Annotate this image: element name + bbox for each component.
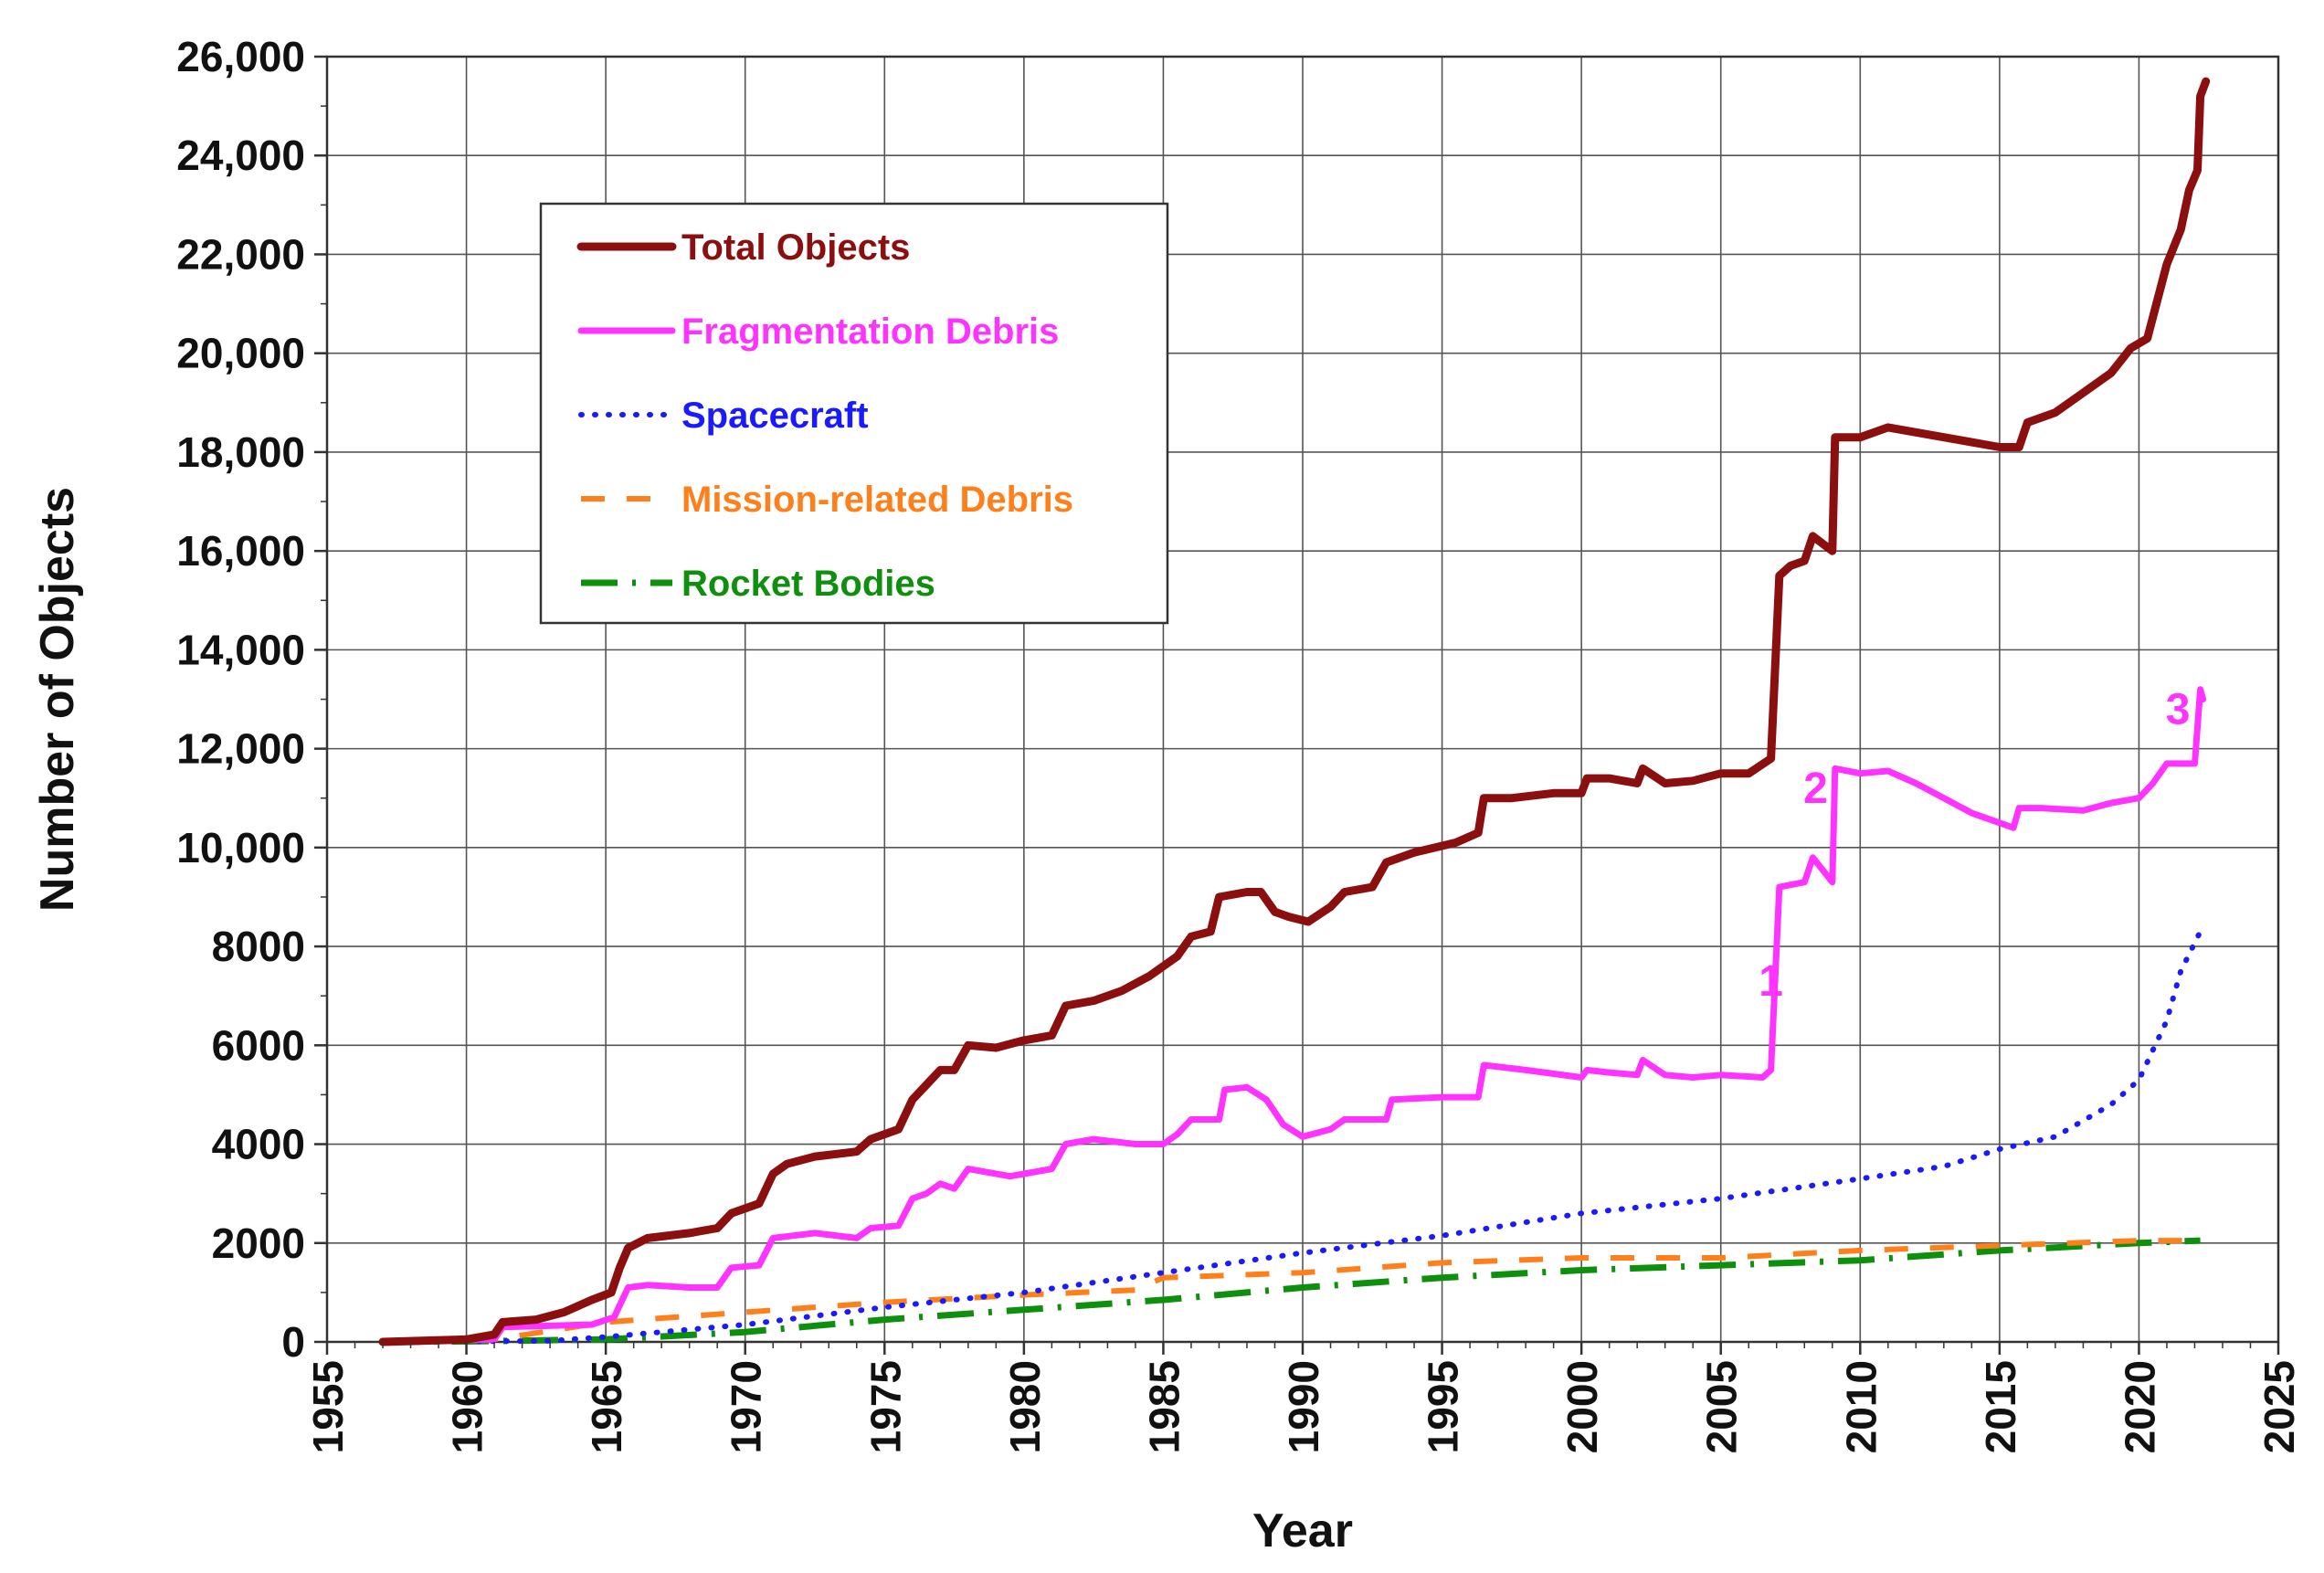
legend-box [539,202,1169,625]
x-tick-label: 1975 [861,1360,909,1453]
annotation-label: 2 [1803,765,1828,813]
x-tick-label: 2005 [1698,1360,1746,1453]
legend-label: Fragmentation Debris [681,311,1059,352]
annotation-label: 3 [2166,686,2191,734]
y-tick-label: 14,000 [176,626,305,673]
x-tick-label: 2010 [1837,1360,1885,1453]
x-tick-label: 2000 [1558,1360,1606,1453]
series-line-mission-related-debris [382,1238,2201,1345]
legend: Total Objects Fragmentation Debris Spacecr… [539,202,1169,625]
y-tick-label: 10,000 [176,824,305,871]
x-tick-label: 1955 [304,1360,352,1453]
annotation-label: 1 [1759,957,1783,1006]
x-tick-label: 1965 [583,1360,630,1453]
series-line-spacecraft [380,928,2203,1345]
y-tick-label: 26,000 [176,33,305,80]
y-axis-title: Number of Objects [31,487,84,912]
legend-label: Mission-related Debris [681,480,1073,520]
x-axis-title: Year [1252,1504,1353,1557]
annotations: 1 2 3 [1759,686,2190,1007]
y-tick-label: 6000 [212,1021,305,1069]
data-series [378,77,2211,1346]
y-tick-label: 4000 [212,1121,305,1168]
legend-label: Spacecraft [681,396,869,436]
legend-label: Total Objects [681,227,910,268]
series-line-rocket-bodies [382,1237,2201,1346]
x-tick-label: 1970 [723,1360,770,1453]
y-tick-label: 18,000 [176,428,305,476]
series-line-fragmentation-debris [379,686,2207,1346]
x-tick-label: 2020 [2116,1360,2163,1453]
series-line-total-objects [378,77,2211,1346]
y-tick-label: 8000 [212,923,305,970]
x-tick-label: 1960 [444,1360,491,1453]
legend-entries: Total Objects Fragmentation Debris Spacecr… [576,227,1073,604]
y-tick-label: 20,000 [176,330,305,377]
y-tick-label: 16,000 [176,527,305,575]
x-tick-label: 2015 [1977,1360,2024,1453]
x-tick-label: 2025 [2255,1360,2303,1453]
y-tick-label: 22,000 [176,230,305,278]
x-tick-label: 1980 [1001,1360,1049,1453]
x-tick-label: 1990 [1280,1360,1327,1453]
axis-ticks: 1955 1960 1965 1970 1975 1980 1985 1990 1995 2000… [176,33,2303,1453]
y-tick-label: 24,000 [176,132,305,179]
x-tick-label: 1985 [1140,1360,1188,1453]
x-tick-label: 1995 [1420,1360,1467,1453]
y-tick-label: 2000 [212,1219,305,1267]
legend-label: Rocket Bodies [681,564,935,604]
y-tick-label: 0 [281,1318,305,1366]
y-tick-label: 12,000 [176,725,305,773]
